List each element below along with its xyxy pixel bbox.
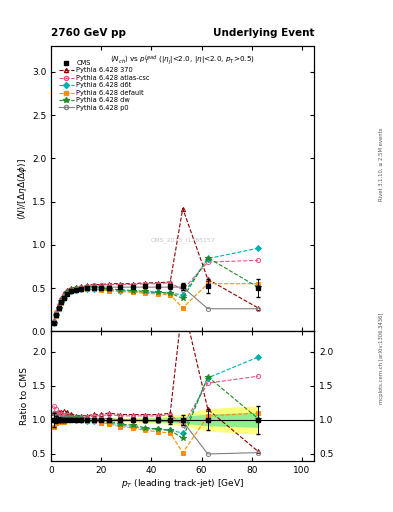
Y-axis label: Ratio to CMS: Ratio to CMS — [20, 367, 29, 425]
X-axis label: $p_T$ (leading track-jet) [GeV]: $p_T$ (leading track-jet) [GeV] — [121, 477, 244, 490]
Text: Rivet 3.1.10, ≥ 2.5M events: Rivet 3.1.10, ≥ 2.5M events — [379, 127, 384, 201]
Text: CMS_2015_I1385157: CMS_2015_I1385157 — [151, 237, 215, 243]
Text: $\langle N_{ch}\rangle$ vs $p_T^{lead}$ ($|\eta_j|$<2.0, $|\eta|$<2.0, $p_T$>0.5: $\langle N_{ch}\rangle$ vs $p_T^{lead}$ … — [110, 53, 255, 67]
Text: mcplots.cern.ch [arXiv:1306.3436]: mcplots.cern.ch [arXiv:1306.3436] — [379, 313, 384, 404]
Y-axis label: $\langle N\rangle/[\Delta\eta\Delta(\Delta\phi)]$: $\langle N\rangle/[\Delta\eta\Delta(\Del… — [16, 158, 29, 220]
Legend: CMS, Pythia 6.428 370, Pythia 6.428 atlas-csc, Pythia 6.428 d6t, Pythia 6.428 de: CMS, Pythia 6.428 370, Pythia 6.428 atla… — [57, 58, 152, 113]
Text: 2760 GeV pp: 2760 GeV pp — [51, 28, 126, 38]
Text: Underlying Event: Underlying Event — [213, 28, 314, 38]
